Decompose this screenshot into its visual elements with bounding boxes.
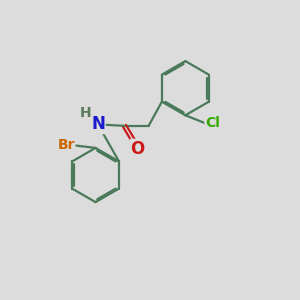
Text: O: O [130,140,145,158]
Text: Cl: Cl [205,116,220,130]
Text: H: H [80,106,92,120]
Text: N: N [91,116,105,134]
Text: Br: Br [57,138,75,152]
